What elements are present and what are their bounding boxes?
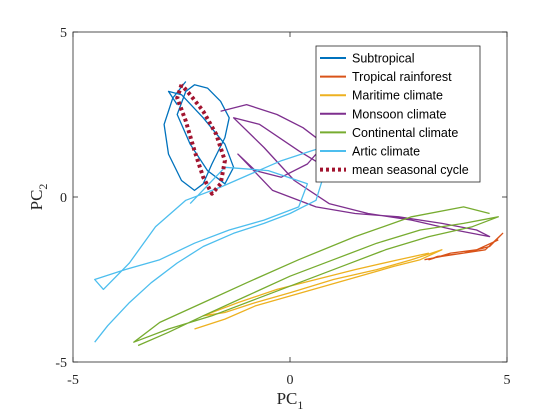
y-axis-title-base: PC xyxy=(27,190,46,211)
y-axis-title-subscript: 2 xyxy=(36,184,50,190)
y-tick-label: 0 xyxy=(60,191,67,206)
legend-label-monsoon-climate: Monsoon climate xyxy=(352,107,447,121)
series-line-continental-climate xyxy=(133,206,499,347)
legend-items: Subtropical Tropical rainforest Maritime c… xyxy=(320,52,469,177)
y-axis-title: PC2 xyxy=(27,184,50,211)
axis-ticks: -5 0 5 -5 0 5 xyxy=(55,26,510,388)
x-axis-title: PC1 xyxy=(277,389,304,412)
x-axis-title-subscript: 1 xyxy=(297,398,303,412)
legend-label-continental-climate: Continental climate xyxy=(352,126,458,140)
series-line-artic-climate xyxy=(94,143,335,343)
series-line-subtropical xyxy=(163,81,235,192)
legend-label-artic-climate: Artic climate xyxy=(352,145,420,159)
legend: Subtropical Tropical rainforest Maritime c… xyxy=(315,45,481,183)
x-tick-label: -5 xyxy=(67,373,79,388)
y-tick-label: -5 xyxy=(55,356,67,371)
legend-label-maritime-climate: Maritime climate xyxy=(352,89,443,103)
series-line-maritime-climate xyxy=(194,249,443,330)
series-line-tropical-rainforest xyxy=(424,232,504,261)
x-tick-label: 5 xyxy=(504,373,511,388)
legend-label-tropical-rainforest: Tropical rainforest xyxy=(352,70,452,84)
x-tick-label: 0 xyxy=(287,373,294,388)
series-line-mean-seasonal-cycle xyxy=(175,83,227,196)
x-axis-title-base: PC xyxy=(277,389,298,408)
legend-label-subtropical: Subtropical xyxy=(352,52,415,66)
y-tick-label: 5 xyxy=(60,26,67,41)
legend-label-mean-seasonal-cycle: mean seasonal cycle xyxy=(352,163,469,177)
